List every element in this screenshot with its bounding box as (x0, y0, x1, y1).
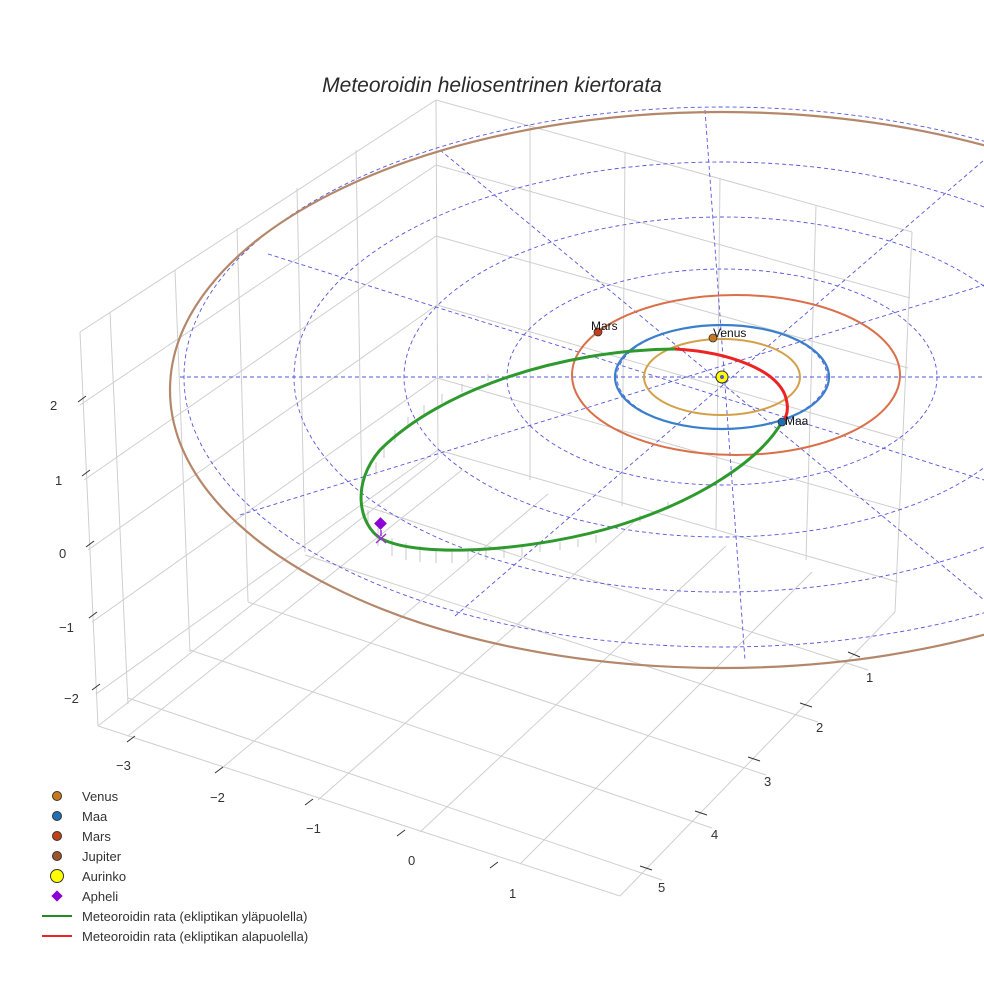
earth-dot-icon (52, 811, 62, 821)
x-tick-label: 1 (509, 886, 517, 901)
legend-item-orbit-above[interactable]: Meteoroidin rata (ekliptikan yläpuolella… (40, 906, 308, 926)
aphelion-marker (374, 517, 387, 530)
y-tick-label: 5 (658, 880, 666, 895)
axis-grid (79, 99, 913, 897)
legend-label: Apheli (82, 888, 119, 904)
mars-marker (593, 327, 603, 337)
meteoroid-orbit-below (674, 347, 789, 424)
maa-label: Maa (785, 414, 809, 428)
chart-title: Meteoroidin heliosentrinen kiertorata (322, 74, 662, 97)
legend-label: Meteoroidin rata (ekliptikan alapuolella… (82, 928, 309, 944)
legend: Venus Maa Mars Jupiter Aurinko Apheli Me… (40, 786, 308, 946)
legend-label: Mars (82, 828, 111, 844)
x-tick-label: 0 (408, 853, 416, 868)
sun-dot-icon (50, 869, 64, 883)
jupiter-orbit (169, 110, 984, 670)
legend-item-aurinko[interactable]: Aurinko (40, 866, 308, 886)
z-tick-label: −2 (64, 691, 79, 706)
y-tick-label: 2 (816, 720, 824, 735)
diamond-icon (51, 890, 63, 902)
legend-label: Aurinko (82, 868, 127, 884)
z-tick-label: 1 (55, 473, 63, 488)
jupiter-dot-icon (52, 851, 62, 861)
venus-label: Venus (713, 326, 747, 340)
legend-item-mars[interactable]: Mars (40, 826, 308, 846)
legend-item-jupiter[interactable]: Jupiter (40, 846, 308, 866)
x-tick-label: −1 (306, 821, 321, 836)
venus-orbit (643, 338, 801, 416)
green-line-icon (42, 915, 72, 917)
venus-marker (708, 333, 718, 343)
mars-orbit (571, 294, 901, 456)
y-tick-label: 3 (764, 774, 772, 789)
z-tick-label: −1 (59, 620, 74, 635)
legend-label: Meteoroidin rata (ekliptikan yläpuolella… (82, 908, 308, 924)
legend-label: Maa (82, 808, 108, 824)
venus-dot-icon (52, 791, 62, 801)
y-tick-label: 1 (866, 670, 874, 685)
mars-label: Mars (591, 319, 618, 333)
mars-dot-icon (52, 831, 62, 841)
x-tick-label: −2 (210, 790, 225, 805)
legend-item-orbit-below[interactable]: Meteoroidin rata (ekliptikan alapuolella… (40, 926, 308, 946)
legend-item-maa[interactable]: Maa (40, 806, 308, 826)
legend-label: Jupiter (82, 848, 122, 864)
aphelion-projection-icon (375, 530, 387, 544)
legend-label: Venus (82, 788, 119, 804)
red-line-icon (42, 935, 72, 937)
z-tick-label: 2 (50, 398, 58, 413)
earth-marker (777, 417, 787, 427)
x-tick-label: −3 (116, 758, 131, 773)
legend-item-apheli[interactable]: Apheli (40, 886, 308, 906)
y-tick-label: 4 (711, 827, 719, 842)
tick-marks (77, 395, 861, 871)
legend-item-venus[interactable]: Venus (40, 786, 308, 806)
earth-orbit (613, 323, 831, 431)
z-tick-label: 0 (59, 546, 67, 561)
